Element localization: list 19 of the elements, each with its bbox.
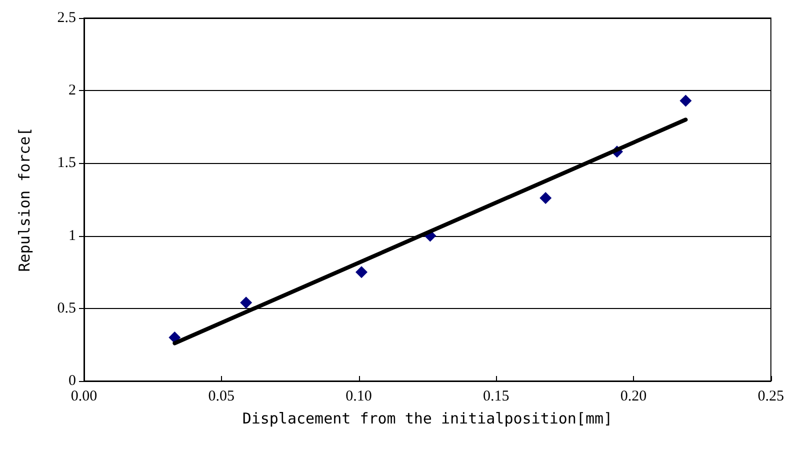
- x-tick-label: 0.20: [620, 388, 647, 404]
- x-tick-label: 0.25: [758, 388, 784, 404]
- y-tick-label: 2.5: [57, 10, 76, 26]
- x-tick-label: 0.10: [346, 388, 372, 404]
- y-axis-title: Repulsion force[: [16, 127, 34, 272]
- point: [540, 192, 552, 204]
- y-tick-label: 1.5: [57, 155, 76, 172]
- point: [240, 296, 252, 309]
- y-tick-label: 0: [68, 373, 76, 389]
- y-tick-label: 2: [68, 82, 76, 99]
- point: [680, 94, 692, 107]
- x-tick-label: 0.05: [208, 388, 234, 404]
- x-tick-label: 0.00: [70, 388, 98, 404]
- x-tick-label: 0.15: [483, 388, 510, 404]
- y-tick-label: 1: [68, 228, 76, 244]
- x-axis-title: Displacement from the initialposition[mm]: [242, 410, 613, 428]
- point: [168, 331, 181, 344]
- y-tick-label: 0.5: [57, 300, 76, 316]
- point: [355, 266, 368, 278]
